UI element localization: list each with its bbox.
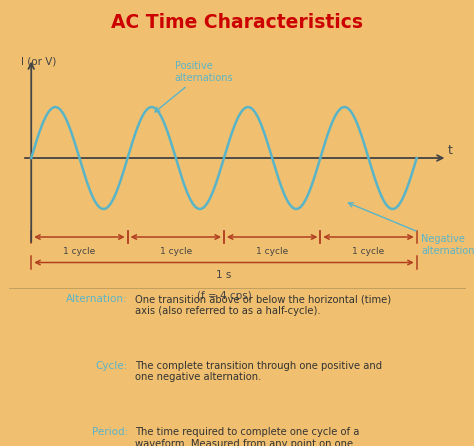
Text: (f = 4 cps): (f = 4 cps) [197, 290, 251, 301]
Text: Positive
alternations: Positive alternations [155, 61, 233, 112]
Text: Alternation:: Alternation: [66, 294, 128, 304]
Text: 1 cycle: 1 cycle [64, 247, 96, 256]
Text: Cycle:: Cycle: [96, 361, 128, 371]
Text: One transition above or below the horizontal (time)
axis (also referred to as a : One transition above or below the horizo… [135, 294, 391, 316]
Text: 1 cycle: 1 cycle [256, 247, 288, 256]
Text: I (or V): I (or V) [21, 56, 56, 66]
Text: 1 s: 1 s [216, 270, 232, 280]
Text: 1 cycle: 1 cycle [160, 247, 192, 256]
Text: AC Time Characteristics: AC Time Characteristics [111, 13, 363, 33]
Text: The complete transition through one positive and
one negative alternation.: The complete transition through one posi… [135, 361, 382, 382]
Text: 1 cycle: 1 cycle [352, 247, 384, 256]
Text: Period:: Period: [92, 427, 128, 437]
Text: t: t [447, 144, 452, 157]
Text: The time required to complete one cycle of a
waveform. Measured from any point o: The time required to complete one cycle … [135, 427, 360, 446]
Text: Negative
alternations: Negative alternations [348, 202, 474, 256]
